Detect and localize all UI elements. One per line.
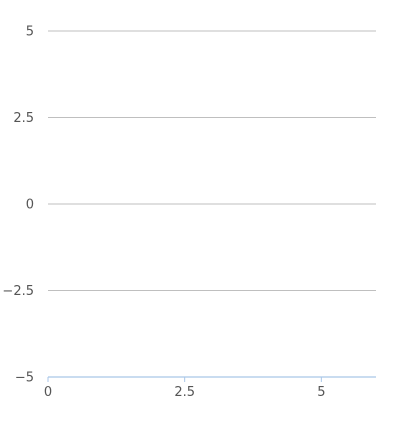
grid-lines: [48, 30, 376, 291]
y-tick-label-4: −5: [15, 371, 34, 386]
y-tick-label-0: 5: [26, 25, 34, 40]
x-tick-label-0: 0: [44, 385, 52, 400]
x-axis: [47, 376, 376, 382]
y-tick-label-2: 0: [26, 198, 34, 213]
y-axis-tick-labels: 5 2.5 0 −2.5 −5: [2, 25, 34, 386]
y-tick-label-1: 2.5: [13, 111, 34, 126]
y-tick-label-3: −2.5: [2, 284, 34, 299]
x-tick-label-1: 2.5: [174, 385, 195, 400]
x-tick-label-2: 5: [317, 385, 325, 400]
x-axis-tick-labels: 0 2.5 5: [44, 385, 326, 400]
